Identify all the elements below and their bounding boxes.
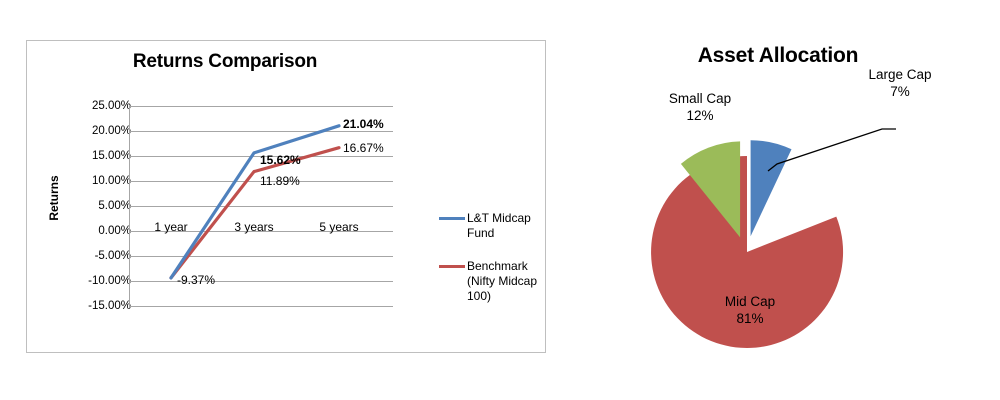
pie-slice-mid-cap[interactable] <box>651 156 844 348</box>
returns-comparison-chart: Returns Comparison Returns 25.00% 20.00%… <box>26 40 546 353</box>
pie-label-small-cap-value: 12% <box>686 108 714 123</box>
pie-chart-title: Asset Allocation <box>697 44 859 67</box>
legend-label-fund: L&T Midcap Fund <box>467 211 531 240</box>
pie-label-large-cap: Large Cap 7% <box>840 66 960 100</box>
y-tick-label: 5.00% <box>98 200 131 212</box>
y-tick-label: -10.00% <box>88 275 131 287</box>
y-tick-label: -5.00% <box>94 250 131 262</box>
asset-allocation-chart: Asset Allocation Large Cap 7% Small Cap … <box>600 30 1000 385</box>
gridlines <box>129 106 393 307</box>
pie-slice-small-cap[interactable] <box>680 141 741 238</box>
pie-label-mid-cap-value: 81% <box>736 311 764 326</box>
pie-label-mid-cap: Mid Cap 81% <box>700 293 800 327</box>
legend-label-benchmark: Benchmark (Nifty Midcap 100) <box>467 259 538 303</box>
fund-line <box>169 124 341 280</box>
x-tick-label: 1 year <box>154 220 188 234</box>
y-tick-label: 0.00% <box>98 225 131 237</box>
data-label-fund-3y: 15.62% <box>260 153 301 167</box>
leader-line-large-cap <box>767 128 896 172</box>
pie-label-small-cap: Small Cap 12% <box>640 90 760 124</box>
pie-plot-area <box>651 128 896 348</box>
x-tick-label: 3 years <box>234 220 274 234</box>
benchmark-line <box>169 146 341 280</box>
line-plot-area <box>129 106 393 307</box>
y-tick-label: 15.00% <box>91 150 131 162</box>
line-chart-title: Returns Comparison <box>132 51 318 72</box>
x-tick-label: 5 years <box>319 220 359 234</box>
data-label-bench-5y: 16.67% <box>343 141 384 155</box>
y-tick-label: 10.00% <box>91 175 131 187</box>
pie-label-small-cap-name: Small Cap <box>668 91 732 106</box>
data-label-bench-3y: 11.89% <box>260 174 300 188</box>
data-label-fund-5y: 21.04% <box>343 117 384 131</box>
legend-item-fund[interactable]: L&T Midcap Fund <box>439 211 549 241</box>
legend-item-benchmark[interactable]: Benchmark (Nifty Midcap 100) <box>439 259 549 304</box>
y-tick-label: 25.00% <box>91 100 131 112</box>
data-label-1y: -9.37% <box>177 273 216 287</box>
line-chart-legend: L&T Midcap Fund Benchmark (Nifty Midcap … <box>439 211 549 322</box>
legend-swatch-benchmark-icon <box>439 265 465 268</box>
y-tick-label: 20.00% <box>91 125 131 137</box>
pie-label-mid-cap-name: Mid Cap <box>724 294 776 309</box>
pie-slice-large-cap[interactable] <box>750 140 792 237</box>
pie-label-large-cap-value: 7% <box>890 84 910 99</box>
y-tick-label: -15.00% <box>88 300 131 312</box>
legend-swatch-fund-icon <box>439 217 465 220</box>
pie-label-large-cap-name: Large Cap <box>868 67 932 82</box>
